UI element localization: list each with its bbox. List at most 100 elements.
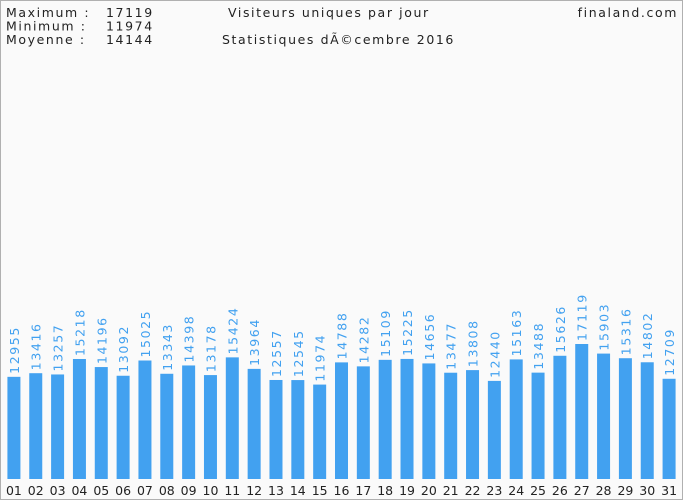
bar [203, 375, 217, 479]
x-tick-label: 09 [181, 483, 197, 498]
bar [662, 378, 676, 479]
value-label: 13343 [160, 323, 175, 371]
x-tick-label: 05 [93, 483, 109, 498]
x-tick-label: 15 [312, 483, 328, 498]
x-tick-label: 28 [596, 483, 612, 498]
value-label: 14656 [422, 313, 437, 361]
x-tick-label: 18 [377, 483, 393, 498]
bar [597, 353, 611, 479]
bar [509, 359, 523, 479]
value-label: 12709 [662, 328, 677, 376]
site-name: finaland.com [578, 5, 678, 20]
value-label: 12955 [7, 326, 22, 374]
x-tick-label: 03 [50, 483, 66, 498]
x-tick-label: 31 [661, 483, 677, 498]
bar [553, 355, 567, 479]
value-label: 13178 [203, 324, 218, 372]
x-tick-label: 17 [355, 483, 371, 498]
x-tick-label: 27 [574, 483, 590, 498]
value-label: 13092 [116, 325, 131, 373]
value-label: 17119 [575, 293, 590, 341]
chart-subtitle: Statistiques dÃ©cembre 2016 [222, 32, 455, 47]
bar [160, 373, 174, 479]
value-label: 13416 [29, 322, 44, 370]
bar [444, 372, 458, 479]
bar [247, 368, 261, 479]
value-label: 15163 [509, 309, 524, 357]
stat-label: Maximum : [6, 5, 90, 20]
value-label: 13477 [444, 322, 459, 370]
bar [269, 379, 283, 479]
value-label: 13257 [51, 324, 66, 372]
stat-value: 14144 [106, 32, 154, 47]
x-tick-label: 24 [508, 483, 524, 498]
value-label: 14398 [182, 315, 197, 363]
stat-label: Minimum : [6, 19, 87, 34]
bar [72, 358, 86, 479]
bar [487, 380, 501, 479]
x-tick-label: 04 [71, 483, 87, 498]
bar [466, 370, 480, 479]
bar [575, 344, 589, 479]
value-label: 14196 [94, 316, 109, 364]
value-label: 13964 [247, 318, 262, 366]
x-tick-label: 07 [137, 483, 153, 498]
bar [138, 360, 152, 479]
stat-value: 17119 [106, 5, 154, 20]
bar [51, 374, 65, 479]
x-tick-label: 02 [28, 483, 44, 498]
bar [29, 373, 43, 479]
value-label: 14788 [335, 312, 350, 360]
bar [400, 358, 414, 479]
value-label: 15626 [553, 305, 568, 353]
bar [225, 357, 239, 479]
bar [640, 362, 654, 479]
x-tick-label: 12 [246, 483, 262, 498]
bar [116, 375, 130, 479]
value-label: 15225 [400, 308, 415, 356]
value-label: 12545 [291, 329, 306, 377]
value-label: 12440 [487, 330, 502, 378]
bar [618, 358, 632, 479]
value-label: 15903 [597, 303, 612, 351]
value-label: 15025 [138, 310, 153, 358]
bar [291, 380, 305, 479]
value-label: 13808 [466, 319, 481, 367]
bar [94, 367, 108, 479]
bar [531, 372, 545, 479]
x-tick-label: 26 [552, 483, 568, 498]
x-tick-label: 13 [268, 483, 284, 498]
x-tick-label: 29 [617, 483, 633, 498]
bar [7, 376, 21, 479]
x-tick-label: 19 [399, 483, 415, 498]
bar [313, 384, 327, 479]
bar [356, 366, 370, 479]
x-tick-label: 01 [6, 483, 22, 498]
x-tick-label: 21 [443, 483, 459, 498]
x-tick-label: 14 [290, 483, 306, 498]
x-tick-label: 22 [465, 483, 481, 498]
bar [378, 359, 392, 479]
x-tick-label: 20 [421, 483, 437, 498]
chart-title: Visiteurs uniques par jour [228, 5, 430, 20]
x-tick-label: 11 [224, 483, 240, 498]
value-label: 11974 [313, 334, 328, 382]
value-label: 15424 [225, 307, 240, 355]
x-tick-label: 23 [486, 483, 502, 498]
bar [182, 365, 196, 479]
x-tick-label: 08 [159, 483, 175, 498]
x-tick-label: 10 [203, 483, 219, 498]
bar [422, 363, 436, 479]
value-label: 12557 [269, 329, 284, 377]
x-tick-label: 25 [530, 483, 546, 498]
value-label: 15316 [618, 307, 633, 355]
stat-label: Moyenne : [6, 32, 86, 47]
value-label: 15218 [72, 308, 87, 356]
value-label: 15109 [378, 309, 393, 357]
stat-value: 11974 [106, 19, 154, 34]
x-tick-label: 30 [639, 483, 655, 498]
value-label: 14282 [356, 316, 371, 364]
x-tick-label: 06 [115, 483, 131, 498]
value-label: 13488 [531, 322, 546, 370]
